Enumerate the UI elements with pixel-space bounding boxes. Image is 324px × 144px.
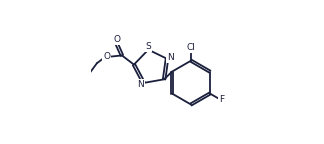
Text: N: N (137, 79, 144, 89)
Text: O: O (113, 35, 120, 44)
Text: S: S (146, 42, 152, 51)
Text: F: F (219, 95, 224, 104)
Text: Cl: Cl (187, 43, 196, 52)
Text: O: O (103, 52, 110, 61)
Text: N: N (167, 53, 173, 62)
